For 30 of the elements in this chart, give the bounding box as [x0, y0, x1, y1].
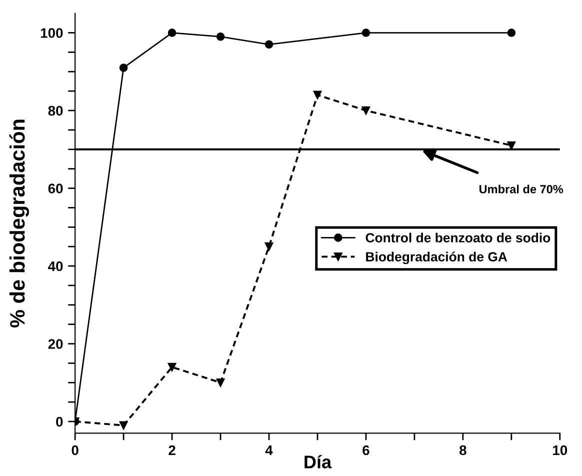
point — [362, 106, 370, 115]
point — [216, 32, 225, 41]
point — [119, 64, 128, 72]
y-tick-label: 20 — [48, 339, 63, 349]
y-tick-label: 60 — [48, 184, 63, 194]
y-axis-title: % de biodegradación — [9, 120, 29, 328]
legend-label: Biodegradación de GA — [366, 252, 508, 264]
point — [362, 28, 370, 37]
point — [168, 362, 176, 372]
y-tick-label: 0 — [56, 416, 63, 427]
x-tick-label: 4 — [265, 445, 273, 456]
x-tick-label: 0 — [72, 445, 78, 456]
ref-line-label: Umbral de 70% — [479, 184, 564, 194]
x-axis-title: Día — [304, 454, 332, 468]
y-tick-label: 100 — [40, 28, 63, 38]
x-tick-label: 10 — [553, 445, 568, 456]
y-tick-label: 40 — [48, 261, 63, 272]
point — [264, 40, 274, 49]
point — [313, 90, 322, 100]
x-tick-label: 6 — [362, 445, 370, 456]
point — [168, 28, 176, 37]
point — [216, 378, 225, 387]
y-tick-label: 80 — [48, 106, 63, 116]
point — [507, 28, 516, 37]
x-tick-label: 8 — [460, 445, 466, 456]
point — [507, 141, 516, 150]
point — [264, 242, 274, 251]
point — [119, 421, 128, 430]
x-tick-label: 2 — [168, 445, 176, 456]
legend-label: Control de benzoato de sodio — [366, 232, 550, 242]
